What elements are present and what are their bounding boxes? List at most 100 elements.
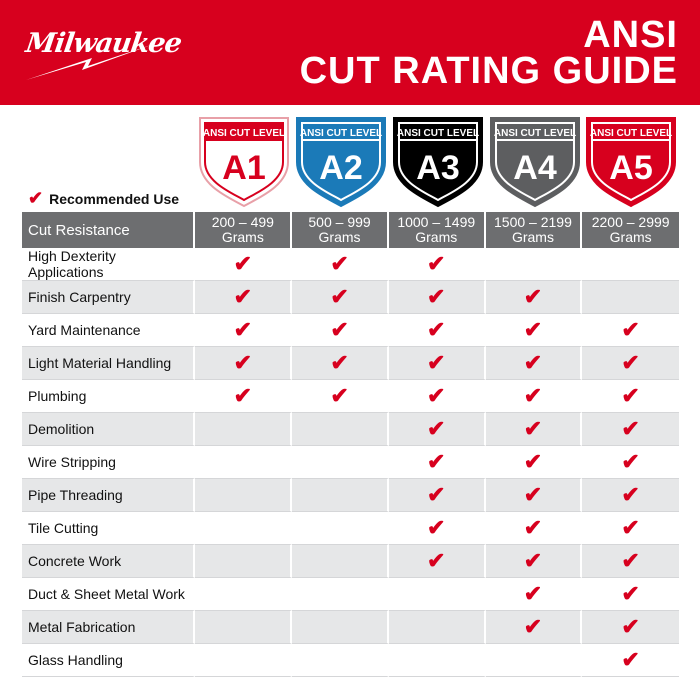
rating-cell: ✔ bbox=[292, 347, 389, 380]
rating-cell: ✔ bbox=[388, 380, 486, 413]
rating-cell: ✔ bbox=[388, 248, 486, 281]
rating-cell: ✔ bbox=[388, 347, 486, 380]
rating-cell: ✔ bbox=[485, 281, 583, 314]
row-label: Concrete Work bbox=[22, 545, 196, 578]
shield-code: A1 bbox=[222, 149, 265, 187]
rating-cell: ✔ bbox=[388, 413, 486, 446]
rating-cell bbox=[485, 644, 583, 677]
rating-cell: ✔ bbox=[485, 347, 583, 380]
title-line-2: CUT RATING GUIDE bbox=[299, 50, 678, 92]
range: 1000 – 1499 bbox=[397, 214, 476, 230]
checkmark-icon: ✔ bbox=[427, 350, 446, 375]
header-cut-resistance: Cut Resistance bbox=[22, 212, 196, 248]
checkmark-icon: ✔ bbox=[330, 383, 349, 408]
header-level-a5: 2200 – 2999 Grams bbox=[582, 212, 679, 248]
rating-cell: ✔ bbox=[292, 314, 389, 347]
rating-cell: ✔ bbox=[582, 644, 679, 677]
unit: Grams bbox=[318, 229, 361, 245]
rating-cell bbox=[292, 413, 389, 446]
checkmark-icon: ✔ bbox=[233, 383, 253, 408]
shield-code: A2 bbox=[319, 149, 362, 187]
row-label: Demolition bbox=[22, 413, 196, 446]
row-label: Tile Cutting bbox=[22, 512, 196, 545]
rating-cell bbox=[195, 413, 293, 446]
rating-cell: ✔ bbox=[195, 314, 293, 347]
checkmark-icon: ✔ bbox=[621, 614, 640, 639]
checkmark-icon: ✔ bbox=[233, 350, 253, 375]
rating-cell: ✔ bbox=[388, 479, 486, 512]
rating-cell bbox=[292, 578, 389, 611]
rating-cell: ✔ bbox=[388, 281, 486, 314]
rating-cell: ✔ bbox=[292, 281, 389, 314]
header-level-a4: 1500 – 2199 Grams bbox=[486, 212, 583, 248]
table-row: Demolition ✔ ✔ ✔ bbox=[22, 413, 679, 446]
rating-cell bbox=[292, 611, 389, 644]
shield-code: A3 bbox=[416, 149, 459, 187]
rating-cell bbox=[195, 611, 293, 644]
table-row: High Dexterity Applications ✔ ✔ ✔ bbox=[22, 248, 679, 281]
rating-cell: ✔ bbox=[292, 248, 389, 281]
checkmark-icon: ✔ bbox=[330, 317, 349, 342]
rating-cell: ✔ bbox=[485, 413, 583, 446]
header-level-a2: 500 – 999 Grams bbox=[292, 212, 389, 248]
row-label: Finish Carpentry bbox=[22, 281, 196, 314]
checkmark-icon: ✔ bbox=[427, 482, 446, 507]
header-banner: Milwaukee ANSI CUT RATING GUIDE bbox=[0, 0, 700, 105]
rating-cell: ✔ bbox=[485, 479, 583, 512]
checkmark-icon: ✔ bbox=[427, 548, 446, 573]
rating-cell: ✔ bbox=[582, 611, 679, 644]
rating-cell: ✔ bbox=[485, 578, 583, 611]
rating-cell bbox=[292, 512, 389, 545]
rating-cell: ✔ bbox=[582, 512, 679, 545]
rating-cell: ✔ bbox=[485, 380, 583, 413]
checkmark-icon: ✔ bbox=[523, 515, 543, 540]
unit: Grams bbox=[221, 229, 264, 245]
checkmark-icon: ✔ bbox=[621, 449, 640, 474]
checkmark-icon: ✔ bbox=[523, 383, 543, 408]
checkmark-icon: ✔ bbox=[621, 416, 640, 441]
table-row: Yard Maintenance ✔ ✔ ✔ ✔ ✔ bbox=[22, 314, 679, 347]
lightning-bolt-icon bbox=[26, 44, 154, 80]
table-row: Plumbing ✔ ✔ ✔ ✔ ✔ bbox=[22, 380, 679, 413]
legend-recommended-use: ✔ Recommended Use bbox=[28, 188, 180, 208]
rating-cell bbox=[292, 545, 389, 578]
checkmark-icon: ✔ bbox=[523, 614, 543, 639]
shield-top-text: ANSI CUT LEVEL bbox=[494, 128, 576, 139]
table-row: Tile Cutting ✔ ✔ ✔ bbox=[22, 512, 679, 545]
checkmark-icon: ✔ bbox=[427, 515, 446, 540]
table-row: Glass Handling ✔ bbox=[22, 644, 679, 677]
rating-cell bbox=[195, 479, 293, 512]
rating-cell bbox=[582, 248, 679, 281]
checkmark-icon: ✔ bbox=[330, 350, 349, 375]
rating-cell: ✔ bbox=[582, 347, 679, 380]
rating-cell: ✔ bbox=[388, 512, 486, 545]
cut-rating-table: Cut Resistance 200 – 499 Grams 500 – 999 Gr… bbox=[22, 212, 679, 677]
rating-cell bbox=[388, 578, 486, 611]
rating-cell: ✔ bbox=[582, 446, 679, 479]
shield-top-text: ANSI CUT LEVEL bbox=[203, 128, 285, 139]
rating-cell bbox=[195, 512, 293, 545]
rating-cell bbox=[292, 479, 389, 512]
row-label: Light Material Handling bbox=[22, 347, 196, 380]
checkmark-icon: ✔ bbox=[523, 416, 543, 441]
checkmark-icon: ✔ bbox=[427, 383, 446, 408]
shield-code: A4 bbox=[513, 149, 557, 187]
rating-cell bbox=[388, 644, 486, 677]
rating-cell: ✔ bbox=[582, 314, 679, 347]
title-line-1: ANSI bbox=[583, 14, 678, 56]
row-label: Pipe Threading bbox=[22, 479, 196, 512]
checkmark-icon: ✔ bbox=[427, 317, 446, 342]
rating-cell: ✔ bbox=[292, 380, 389, 413]
table-row: Concrete Work ✔ ✔ ✔ bbox=[22, 545, 679, 578]
rating-cell: ✔ bbox=[485, 512, 583, 545]
milwaukee-logo: Milwaukee bbox=[22, 22, 183, 82]
rating-cell: ✔ bbox=[582, 380, 679, 413]
rating-cell: ✔ bbox=[582, 545, 679, 578]
rating-cell bbox=[195, 545, 293, 578]
rating-cell: ✔ bbox=[195, 281, 293, 314]
table-header-row: Cut Resistance 200 – 499 Grams 500 – 999 Gr… bbox=[22, 212, 679, 248]
unit: Grams bbox=[415, 229, 458, 245]
range: 500 – 999 bbox=[308, 214, 371, 230]
checkmark-icon: ✔ bbox=[233, 284, 253, 309]
checkmark-icon: ✔ bbox=[427, 416, 446, 441]
